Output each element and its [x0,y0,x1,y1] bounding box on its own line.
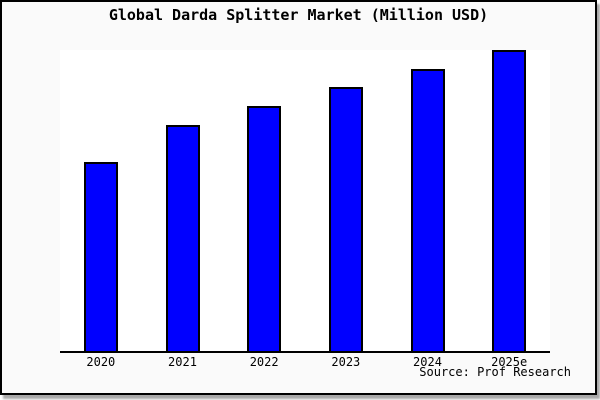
bar-2022 [247,106,282,351]
bar-2025e [492,50,527,351]
bar-2021 [165,125,200,351]
bar-2024 [410,69,445,351]
source-note: Source: Prof Research [419,365,571,379]
x-tick-label-2022: 2022 [249,355,279,369]
x-tick-label-2024: 2024 [413,355,442,369]
bar-2023 [328,87,363,351]
bar-2020 [83,162,118,351]
chart-title: Global Darda Splitter Market (Million US… [108,6,489,24]
x-tick-label-2025e: 2025e [491,355,528,369]
plot-area [60,50,550,353]
x-tick-label-2021: 2021 [168,355,197,369]
x-tick-label-2020: 2020 [86,355,116,369]
x-axis-labels: 2020 2021 2022 2023 2024 2025e [60,355,550,371]
x-tick-label-2023: 2023 [331,355,361,369]
